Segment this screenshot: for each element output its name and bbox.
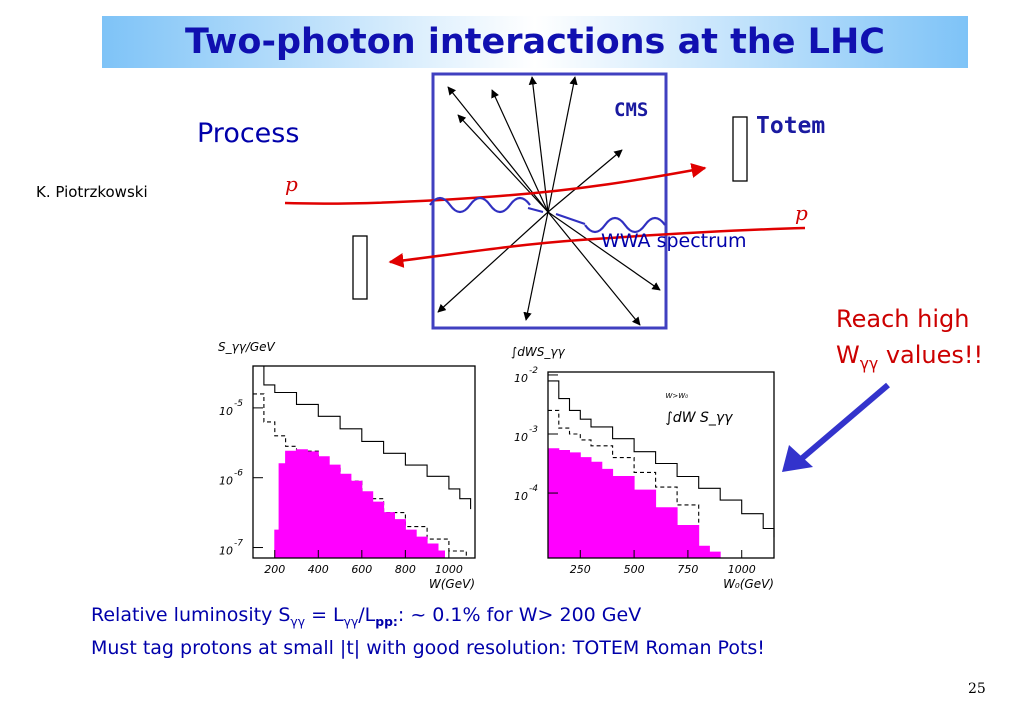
series-filled-1	[274, 449, 445, 559]
y-tick-base-2-2: 10	[514, 490, 528, 503]
plot-panel: 200 400 600 800 1000 10 -5 10 -6 10 -7 S_γγ/GeV W(Ge…	[203, 332, 780, 596]
series-solid-1	[253, 365, 472, 510]
y-axis-label-2: ∫dWS_γγ	[511, 345, 565, 359]
x-tick-label-1-2: 600	[351, 563, 372, 576]
x-tick-label-1-4: 1000	[435, 563, 463, 576]
y-tick-label-1-2: -7	[234, 539, 243, 549]
footer-line2: Must tag protons at small |t| with good …	[91, 637, 765, 659]
series-dashed-2	[548, 409, 700, 523]
footer-line1: Relative luminosity Sγγ = Lγγ/Lpp:: ~ 0.…	[91, 604, 642, 629]
cms-label: CMS	[614, 99, 649, 121]
page-number: 25	[968, 681, 986, 697]
proton-track-upper	[284, 163, 707, 205]
x-tick-label-2-2: 750	[677, 563, 698, 576]
x-tick-label-2-0: 250	[570, 563, 591, 576]
slide-title: Two-photon interactions at the LHC	[185, 22, 885, 62]
x-axis-label-2: W₀(GeV)	[723, 577, 774, 591]
series-filled-2	[547, 448, 721, 559]
inset-label: ∫dW S_γγ	[666, 410, 734, 426]
callout: Reach high Wγγ values!!	[836, 301, 983, 382]
proton-label-lower: p	[795, 201, 808, 225]
x-tick-label-2-3: 1000	[728, 563, 756, 576]
totem-label: Totem	[756, 113, 826, 139]
proton-label-upper: p	[285, 172, 298, 196]
inset-small: W>W₀	[666, 392, 689, 400]
roman-pot-left	[352, 235, 368, 300]
wwa-label: WWA spectrum	[601, 230, 747, 252]
x-tick-label-1-1: 400	[308, 563, 329, 576]
y-tick-base-2-1: 10	[514, 431, 528, 444]
callout-line1: Reach high	[836, 305, 970, 333]
x-tick-label-2-1: 500	[624, 563, 645, 576]
y-tick-base-1-0: 10	[219, 405, 233, 418]
series-dashed-1	[253, 393, 467, 558]
author-label: K. Piotrzkowski	[36, 183, 148, 201]
title-bar	[102, 16, 968, 68]
plot-frame-1	[252, 365, 476, 559]
series-solid-2	[548, 380, 775, 538]
x-tick-label-1-0: 200	[264, 563, 285, 576]
photon-left	[429, 196, 531, 214]
plots: 200 400 600 800 100010-510-610-7S_γγ/GeVW(Ge…	[218, 340, 775, 591]
x-axis-label-1: W(GeV)	[429, 577, 475, 591]
plot-frame-2	[547, 371, 775, 559]
photon-right	[584, 216, 666, 234]
y-axis-label-1: S_γγ/GeV	[218, 340, 276, 354]
y-tick-label-2-0: -2	[529, 366, 538, 376]
x-tick-label-1-3: 800	[395, 563, 416, 576]
callout-arrow	[798, 382, 890, 463]
callout-line2: Wγγ values!!	[836, 341, 984, 373]
y-tick-label-1-1: -6	[234, 469, 243, 479]
roman-pot-right	[732, 116, 748, 182]
process-label: Process	[197, 118, 300, 149]
y-tick-label-2-1: -3	[529, 425, 538, 435]
y-tick-base-1-2: 10	[219, 545, 233, 558]
y-tick-label-1-0: -5	[234, 399, 243, 409]
y-tick-base-1-1: 10	[219, 475, 233, 488]
y-tick-base-2-0: 10	[514, 372, 528, 385]
proton-track-lower	[388, 226, 806, 268]
y-tick-label-2-2: -4	[529, 484, 538, 494]
